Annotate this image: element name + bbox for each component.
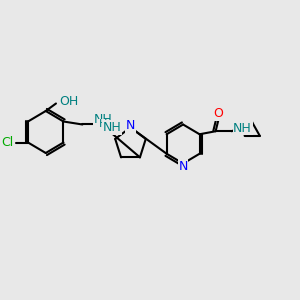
- Text: NH: NH: [103, 121, 122, 134]
- Text: OH: OH: [59, 95, 78, 109]
- Text: H: H: [99, 119, 107, 129]
- Text: NH: NH: [94, 113, 112, 127]
- Text: N: N: [126, 119, 135, 133]
- Text: NH: NH: [233, 122, 252, 135]
- Text: N: N: [178, 160, 188, 173]
- Text: Cl: Cl: [1, 136, 13, 149]
- Text: O: O: [214, 107, 224, 120]
